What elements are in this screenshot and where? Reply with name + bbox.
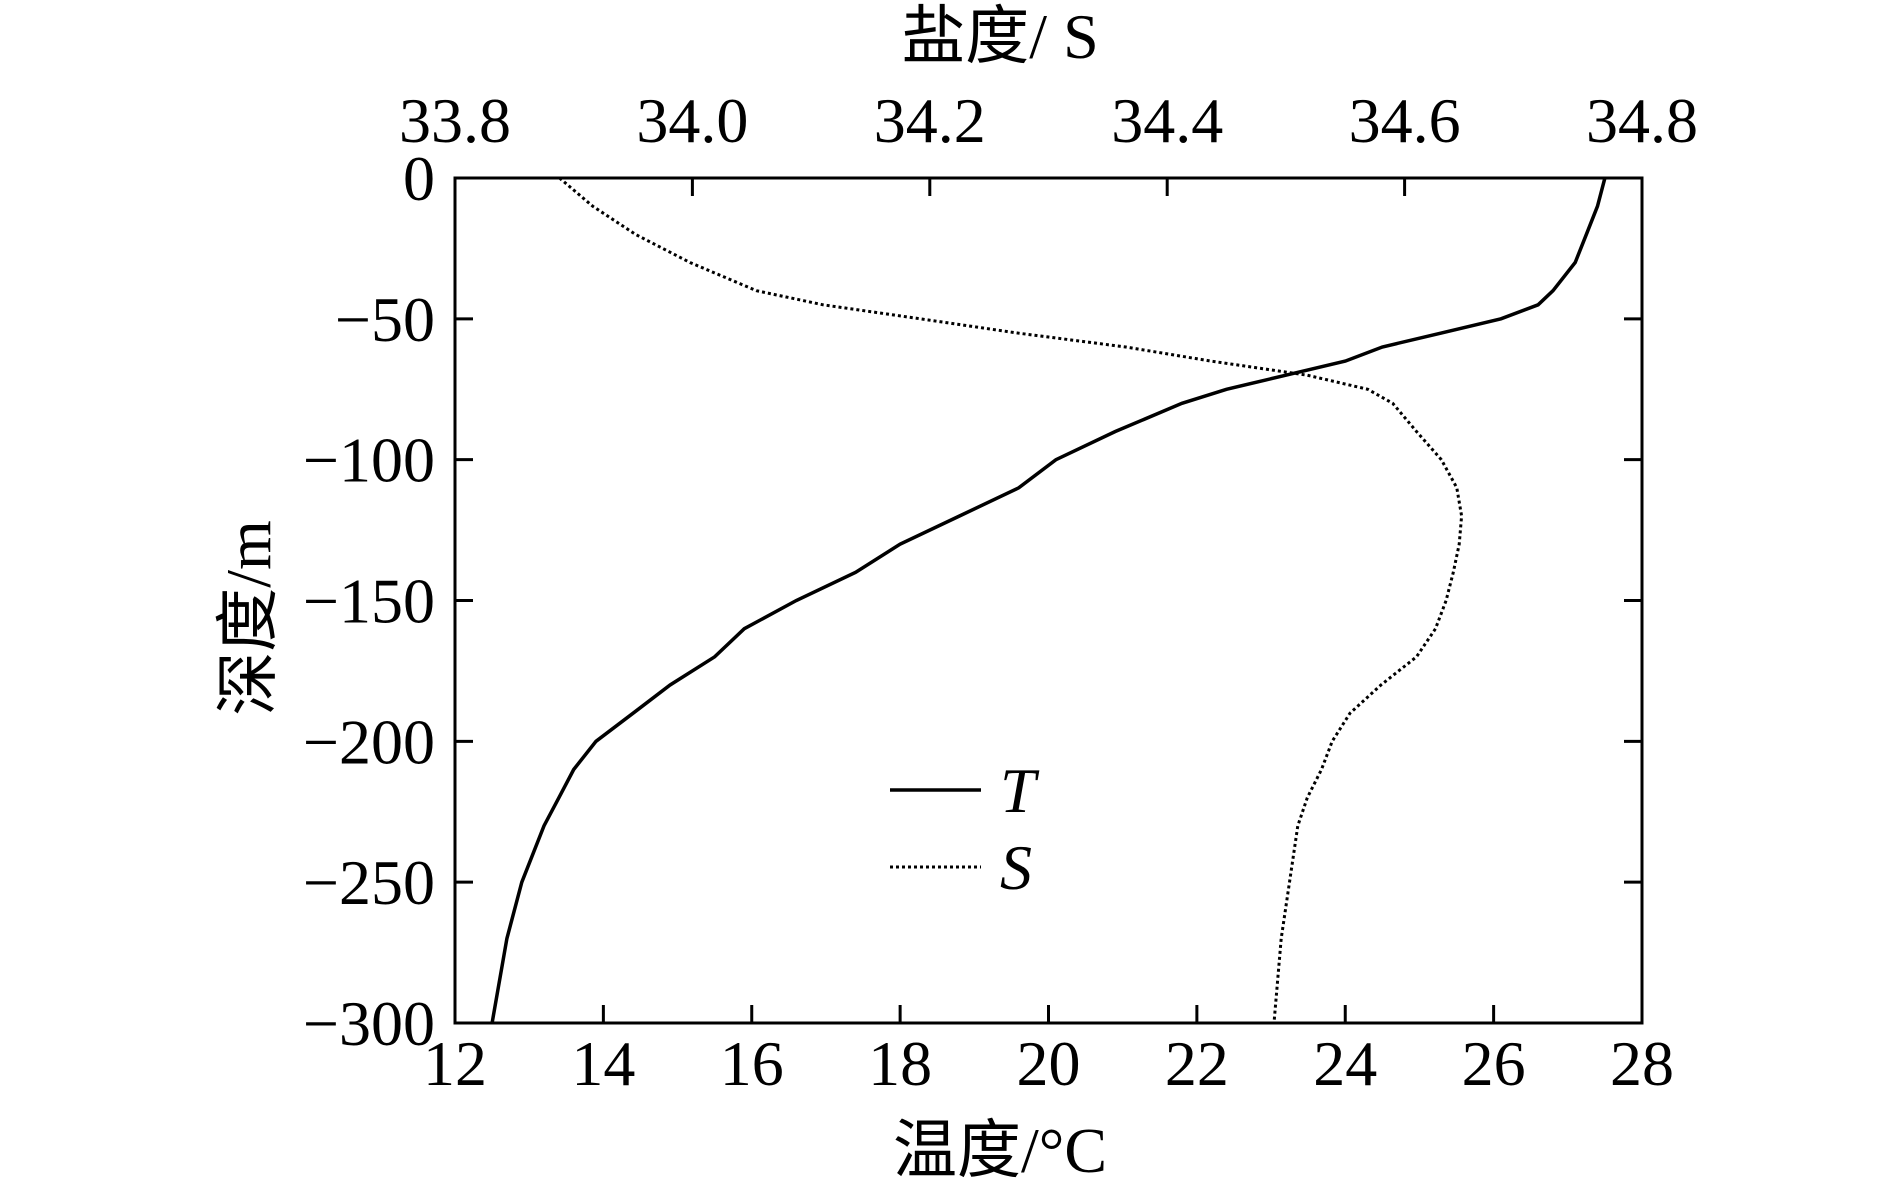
legend-label: T	[1000, 755, 1040, 826]
x2-tick-label: 34.0	[636, 85, 748, 156]
x-tick-label: 20	[1017, 1028, 1081, 1099]
x2-axis-title: 盐度/ S	[901, 1, 1098, 72]
y-tick-label: 0	[403, 143, 435, 214]
x-tick-label: 16	[720, 1028, 784, 1099]
series-line	[490, 177, 1607, 1024]
x-axis-title: 温度/°C	[893, 1115, 1107, 1179]
x-tick-label: 28	[1610, 1028, 1674, 1099]
x-tick-label: 26	[1462, 1028, 1526, 1099]
x-tick-label: 22	[1165, 1028, 1229, 1099]
x-tick-label: 14	[571, 1028, 635, 1099]
x2-tick-label: 34.8	[1586, 85, 1698, 156]
series-line	[558, 176, 1464, 1024]
y-tick-label: −100	[303, 425, 435, 496]
y-tick-label: −250	[303, 847, 435, 918]
y-axis-title: 深度/m	[213, 520, 284, 716]
x-tick-label: 18	[868, 1028, 932, 1099]
y-tick-label: −300	[303, 988, 435, 1059]
x2-tick-label: 34.4	[1111, 85, 1223, 156]
legend-label: S	[1000, 832, 1032, 903]
x-tick-label: 12	[423, 1028, 487, 1099]
y-tick-label: −50	[335, 284, 435, 355]
plot-frame	[453, 176, 1644, 1025]
y-tick-label: −150	[303, 566, 435, 637]
x2-tick-label: 34.6	[1349, 85, 1461, 156]
x2-tick-label: 34.2	[874, 85, 986, 156]
y-tick-label: −200	[303, 706, 435, 777]
x-tick-label: 24	[1313, 1028, 1377, 1099]
x2-tick-label: 33.8	[399, 85, 511, 156]
